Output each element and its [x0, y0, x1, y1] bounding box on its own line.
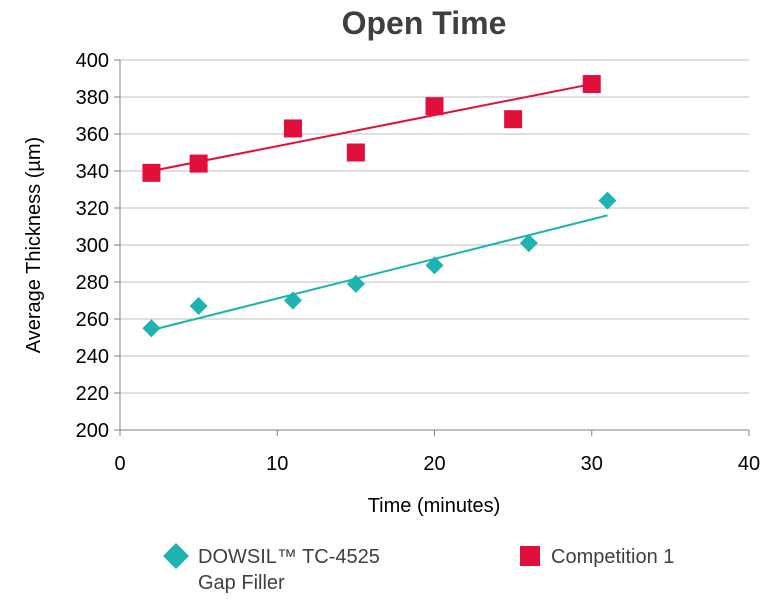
- square-point: [283, 119, 302, 138]
- y-tick-label: 360: [76, 124, 109, 146]
- y-tick-label: 320: [76, 198, 109, 220]
- y-tick-label: 340: [76, 161, 109, 183]
- y-tick-label: 380: [76, 87, 109, 109]
- trendlines: [151, 83, 608, 332]
- legend-label-series-1: DOWSIL™ TC-4525: [198, 546, 380, 568]
- x-tick-label: 20: [423, 453, 445, 475]
- legend: DOWSIL™ TC-4525 Gap Filler Competition 1: [163, 543, 674, 594]
- y-tick-label: 240: [76, 346, 109, 368]
- diamond-point: [346, 274, 365, 293]
- trendline-series-1: [151, 214, 608, 332]
- diamond-point: [283, 291, 302, 310]
- square-point: [425, 97, 444, 116]
- square-point: [582, 75, 601, 94]
- x-axis-title: Time (minutes): [368, 495, 501, 517]
- square-point: [189, 154, 208, 173]
- y-tick-label: 200: [76, 420, 109, 442]
- chart-title: Open Time: [342, 5, 507, 41]
- square-point: [346, 143, 365, 162]
- y-tick-label: 220: [76, 383, 109, 405]
- axes: 200 220 240 260 280 300 320 340 360 380 400 0 10 20 30…: [76, 50, 761, 475]
- square-point: [504, 110, 523, 129]
- legend-label-series-1: Gap Filler: [198, 572, 285, 594]
- x-tick-label: 10: [266, 453, 288, 475]
- diamond-point: [189, 297, 208, 316]
- legend-square-icon: [520, 546, 540, 566]
- x-tick-label: 30: [581, 453, 603, 475]
- trendline-series-2: [151, 83, 592, 172]
- y-tick-label: 300: [76, 235, 109, 257]
- gridlines: [120, 59, 749, 394]
- y-tick-label: 400: [76, 50, 109, 72]
- x-tick-label: 40: [738, 453, 760, 475]
- y-axis-title: Average Thickness (µm): [23, 137, 45, 353]
- diamond-point: [598, 191, 617, 210]
- legend-label-series-2: Competition 1: [551, 546, 674, 568]
- diamond-point: [142, 319, 161, 338]
- diamond-point: [519, 234, 538, 253]
- x-tick-label: 0: [114, 453, 125, 475]
- legend-diamond-icon: [163, 543, 189, 569]
- square-point: [142, 163, 161, 182]
- data-points: [142, 75, 617, 338]
- y-tick-label: 260: [76, 309, 109, 331]
- y-tick-label: 280: [76, 272, 109, 294]
- diamond-point: [425, 256, 444, 275]
